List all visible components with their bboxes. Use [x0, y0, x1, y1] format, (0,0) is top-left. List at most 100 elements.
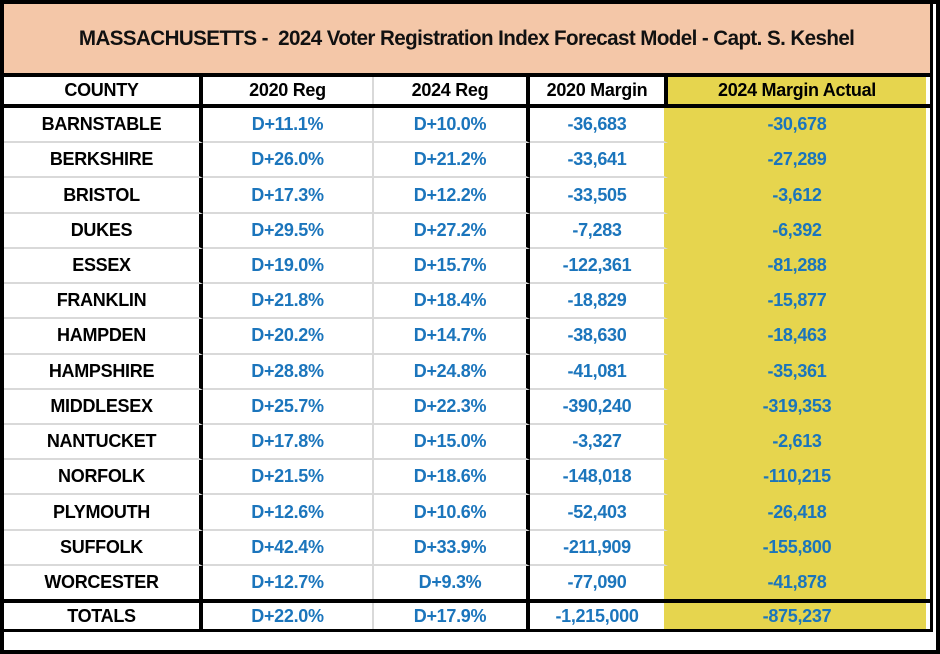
reg-2020-cell: D+26.0%: [203, 143, 374, 179]
column-header-2024-reg: 2024 Reg: [374, 77, 530, 104]
margin-2024-actual-cell: -30,678: [668, 108, 926, 144]
margin-2024-actual-cell: -41,878: [668, 565, 926, 600]
margin-2024-actual-cell: -155,800: [668, 530, 926, 566]
reg-2020-cell: D+42.4%: [203, 530, 374, 566]
margin-2020-cell: -390,240: [530, 389, 668, 425]
margin-2020-cell: -36,683: [530, 108, 668, 144]
reg-2020-cell: D+21.5%: [203, 460, 374, 496]
margin-2024-actual-cell: -27,289: [668, 143, 926, 179]
reg-2024-cell: D+10.0%: [374, 108, 530, 144]
county-cell: FRANKLIN: [4, 284, 203, 320]
table-row: WORCESTER D+12.7% D+9.3% -77,090 -41,878: [4, 565, 930, 600]
reg-2020-cell: D+25.7%: [203, 389, 374, 425]
table-row: HAMPSHIRE D+28.8% D+24.8% -41,081 -35,36…: [4, 354, 930, 390]
reg-2020-cell: D+20.2%: [203, 319, 374, 355]
county-cell: HAMPDEN: [4, 319, 203, 355]
margin-2024-actual-cell: -15,877: [668, 284, 926, 320]
reg-2020-cell: D+29.5%: [203, 213, 374, 249]
county-cell: SUFFOLK: [4, 530, 203, 566]
reg-2020-cell: D+21.8%: [203, 284, 374, 320]
county-cell: MIDDLESEX: [4, 389, 203, 425]
page-title: MASSACHUSETTS - 2024 Voter Registration …: [79, 26, 855, 50]
reg-2020-cell: D+11.1%: [203, 108, 374, 144]
margin-2020-cell: -33,641: [530, 143, 668, 179]
reg-2020-cell: D+12.6%: [203, 495, 374, 531]
reg-2020-cell: D+19.0%: [203, 248, 374, 285]
column-header-2020-margin: 2020 Margin: [530, 77, 668, 104]
table-row: DUKES D+29.5% D+27.2% -7,283 -6,392: [4, 213, 930, 249]
reg-2020-cell: D+28.8%: [203, 354, 374, 390]
voter-registration-table: MASSACHUSETTS - 2024 Voter Registration …: [4, 4, 933, 632]
reg-2020-cell: D+17.8%: [203, 424, 374, 461]
margin-2020-cell: -3,327: [530, 424, 668, 461]
reg-2024-cell: D+10.6%: [374, 495, 530, 531]
county-cell: DUKES: [4, 213, 203, 249]
column-header-2024-margin-actual: 2024 Margin Actual: [668, 77, 926, 104]
reg-2020-cell: D+12.7%: [203, 565, 374, 600]
margin-2024-actual-cell: -6,392: [668, 213, 926, 249]
totals-2024-margin: -875,237: [668, 603, 926, 629]
reg-2024-cell: D+27.2%: [374, 213, 530, 249]
margin-2024-actual-cell: -35,361: [668, 354, 926, 390]
reg-2024-cell: D+33.9%: [374, 530, 530, 566]
reg-2024-cell: D+24.8%: [374, 354, 530, 390]
table-row: PLYMOUTH D+12.6% D+10.6% -52,403 -26,418: [4, 495, 930, 531]
margin-2020-cell: -77,090: [530, 565, 668, 600]
margin-2020-cell: -148,018: [530, 460, 668, 496]
table-row: ESSEX D+19.0% D+15.7% -122,361 -81,288: [4, 248, 930, 285]
county-cell: BARNSTABLE: [4, 108, 203, 144]
table-row: FRANKLIN D+21.8% D+18.4% -18,829 -15,877: [4, 284, 930, 320]
margin-2020-cell: -211,909: [530, 530, 668, 566]
county-cell: BERKSHIRE: [4, 143, 203, 179]
table-title-bar: MASSACHUSETTS - 2024 Voter Registration …: [4, 4, 930, 77]
table-row: BERKSHIRE D+26.0% D+21.2% -33,641 -27,28…: [4, 143, 930, 179]
county-cell: BRISTOL: [4, 178, 203, 214]
totals-2020-reg: D+22.0%: [203, 603, 374, 629]
table-row: NORFOLK D+21.5% D+18.6% -148,018 -110,21…: [4, 460, 930, 496]
margin-2020-cell: -41,081: [530, 354, 668, 390]
margin-2024-actual-cell: -319,353: [668, 389, 926, 425]
totals-2024-reg: D+17.9%: [374, 603, 530, 629]
margin-2020-cell: -122,361: [530, 248, 668, 285]
margin-2024-actual-cell: -3,612: [668, 178, 926, 214]
table-row: BRISTOL D+17.3% D+12.2% -33,505 -3,612: [4, 178, 930, 214]
column-header-2020-reg: 2020 Reg: [203, 77, 374, 104]
county-cell: HAMPSHIRE: [4, 354, 203, 390]
county-cell: NANTUCKET: [4, 424, 203, 461]
totals-row: TOTALS D+22.0% D+17.9% -1,215,000 -875,2…: [4, 599, 930, 632]
margin-2020-cell: -52,403: [530, 495, 668, 531]
totals-label: TOTALS: [4, 603, 203, 629]
table-row: HAMPDEN D+20.2% D+14.7% -38,630 -18,463: [4, 319, 930, 355]
table-body: BARNSTABLE D+11.1% D+10.0% -36,683 -30,6…: [4, 108, 930, 600]
reg-2024-cell: D+18.6%: [374, 460, 530, 496]
reg-2024-cell: D+18.4%: [374, 284, 530, 320]
margin-2024-actual-cell: -26,418: [668, 495, 926, 531]
county-cell: ESSEX: [4, 248, 203, 285]
margin-2020-cell: -7,283: [530, 213, 668, 249]
table-row: BARNSTABLE D+11.1% D+10.0% -36,683 -30,6…: [4, 108, 930, 144]
reg-2024-cell: D+14.7%: [374, 319, 530, 355]
margin-2024-actual-cell: -18,463: [668, 319, 926, 355]
county-cell: NORFOLK: [4, 460, 203, 496]
table-row: NANTUCKET D+17.8% D+15.0% -3,327 -2,613: [4, 424, 930, 461]
margin-2020-cell: -18,829: [530, 284, 668, 320]
county-cell: WORCESTER: [4, 565, 203, 600]
margin-2024-actual-cell: -2,613: [668, 424, 926, 461]
reg-2024-cell: D+21.2%: [374, 143, 530, 179]
table-row: SUFFOLK D+42.4% D+33.9% -211,909 -155,80…: [4, 530, 930, 566]
reg-2024-cell: D+22.3%: [374, 389, 530, 425]
totals-2020-margin: -1,215,000: [530, 603, 668, 629]
column-header-county: COUNTY: [4, 77, 203, 104]
reg-2020-cell: D+17.3%: [203, 178, 374, 214]
reg-2024-cell: D+15.0%: [374, 424, 530, 461]
reg-2024-cell: D+9.3%: [374, 565, 530, 600]
margin-2024-actual-cell: -81,288: [668, 248, 926, 285]
county-cell: PLYMOUTH: [4, 495, 203, 531]
margin-2024-actual-cell: -110,215: [668, 460, 926, 496]
margin-2020-cell: -38,630: [530, 319, 668, 355]
margin-2020-cell: -33,505: [530, 178, 668, 214]
table-row: MIDDLESEX D+25.7% D+22.3% -390,240 -319,…: [4, 389, 930, 425]
reg-2024-cell: D+12.2%: [374, 178, 530, 214]
reg-2024-cell: D+15.7%: [374, 248, 530, 285]
